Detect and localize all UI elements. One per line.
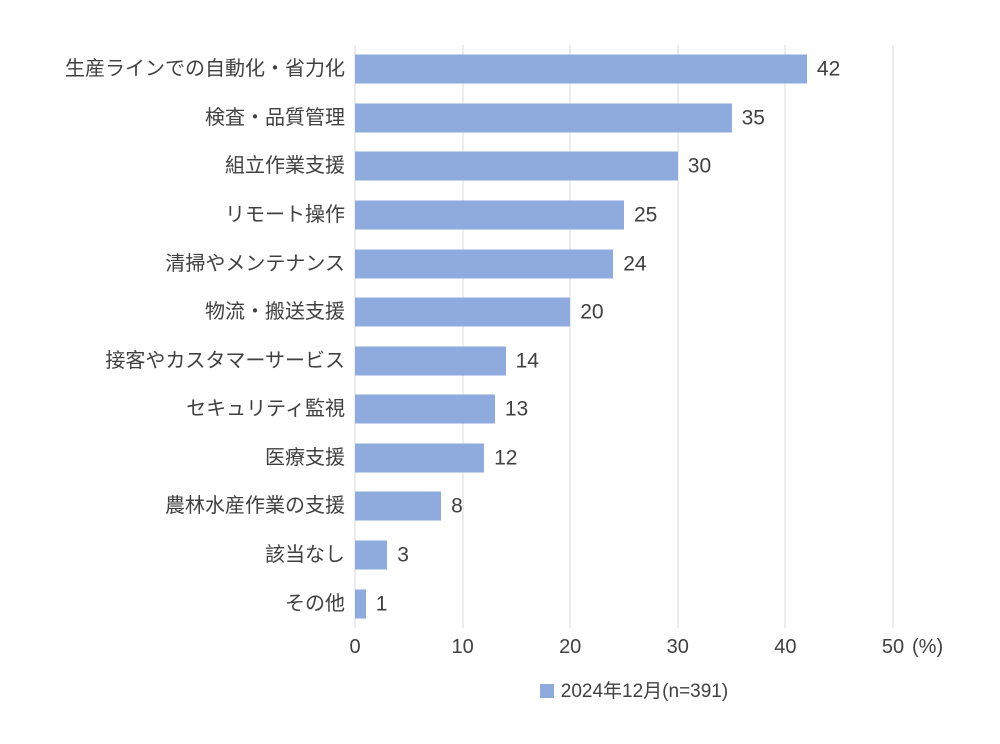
bar bbox=[355, 200, 624, 230]
bar-track: 25 bbox=[355, 191, 893, 240]
gridline bbox=[462, 45, 464, 628]
bar bbox=[355, 346, 506, 376]
value-label: 42 bbox=[816, 57, 841, 81]
x-tick-label: 30 bbox=[666, 636, 689, 658]
chart-row: その他 1 bbox=[0, 579, 893, 628]
value-label: 8 bbox=[451, 494, 463, 518]
category-label: セキュリティ監視 bbox=[186, 398, 345, 421]
category-label: 農林水産作業の支援 bbox=[165, 495, 345, 518]
bar-track: 14 bbox=[355, 336, 893, 385]
x-axis-unit-label: (%) bbox=[912, 636, 944, 658]
bar bbox=[355, 103, 732, 133]
bar bbox=[355, 443, 485, 473]
bar bbox=[355, 394, 495, 424]
value-label: 14 bbox=[515, 349, 539, 373]
chart-row: 清掃やメンテナンス 24 bbox=[0, 239, 893, 288]
bar bbox=[355, 151, 678, 181]
x-axis: 0 10 20 30 40 50 bbox=[349, 636, 904, 661]
chart-row: 接客やカスタマーサービス 14 bbox=[0, 336, 893, 385]
bar bbox=[355, 249, 614, 279]
value-label: 25 bbox=[634, 203, 658, 227]
bar-track: 8 bbox=[355, 482, 893, 531]
bar bbox=[355, 491, 442, 521]
category-label: 該当なし bbox=[265, 544, 345, 567]
legend: 2024年12月(n=391) bbox=[365, 679, 903, 703]
bar bbox=[355, 589, 366, 619]
gridline bbox=[892, 45, 894, 628]
chart-row: セキュリティ監視 13 bbox=[0, 385, 893, 434]
x-tick-label: 40 bbox=[774, 636, 797, 658]
bar-rows: 生産ラインでの自動化・省力化 42 検査・品質管理 35 組立作業支援 30 リモート操作 2… bbox=[0, 45, 893, 628]
chart-row: 医療支援 12 bbox=[0, 434, 893, 483]
legend-swatch-icon bbox=[539, 684, 554, 698]
bar bbox=[355, 54, 807, 84]
x-tick-label: 0 bbox=[349, 636, 361, 658]
category-label: リモート操作 bbox=[225, 204, 345, 227]
bar-track: 42 bbox=[355, 45, 893, 94]
bar-track: 12 bbox=[355, 434, 893, 483]
value-label: 30 bbox=[687, 154, 712, 178]
chart-row: 生産ラインでの自動化・省力化 42 bbox=[0, 45, 893, 94]
gridline bbox=[354, 45, 356, 628]
value-label: 13 bbox=[504, 397, 529, 421]
chart-row: 該当なし 3 bbox=[0, 531, 893, 580]
chart-row: 検査・品質管理 35 bbox=[0, 94, 893, 143]
category-label: 検査・品質管理 bbox=[205, 106, 345, 129]
value-label: 24 bbox=[623, 252, 647, 276]
chart-row: 農林水産作業の支援 8 bbox=[0, 482, 893, 531]
category-label: 清掃やメンテナンス bbox=[165, 252, 345, 275]
category-label: その他 bbox=[285, 592, 345, 615]
category-label: 組立作業支援 bbox=[225, 155, 345, 178]
gridline bbox=[569, 45, 571, 628]
plot-area bbox=[354, 45, 894, 628]
category-label: 接客やカスタマーサービス bbox=[105, 349, 345, 372]
value-label: 12 bbox=[494, 446, 518, 470]
bar bbox=[355, 297, 571, 327]
gridline bbox=[677, 45, 679, 628]
legend-label: 2024年12月(n=391) bbox=[560, 680, 729, 702]
bar-track: 3 bbox=[355, 531, 893, 580]
value-label: 1 bbox=[375, 592, 388, 616]
bar-track: 1 bbox=[355, 579, 893, 628]
value-label: 20 bbox=[580, 300, 604, 324]
value-label: 35 bbox=[741, 106, 765, 130]
bar-track: 35 bbox=[355, 94, 893, 143]
bar-track: 30 bbox=[355, 142, 893, 191]
x-tick-label: 20 bbox=[559, 636, 582, 658]
value-label: 3 bbox=[397, 543, 409, 567]
category-label: 物流・搬送支援 bbox=[205, 301, 345, 324]
chart-row: リモート操作 25 bbox=[0, 191, 893, 240]
bar bbox=[355, 540, 388, 570]
category-label: 生産ラインでの自動化・省力化 bbox=[65, 58, 345, 81]
bar-track: 24 bbox=[355, 239, 893, 288]
chart-row: 組立作業支援 30 bbox=[0, 142, 893, 191]
bar-track: 13 bbox=[355, 385, 893, 434]
chart-row: 物流・搬送支援 20 bbox=[0, 288, 893, 337]
gridline bbox=[784, 45, 786, 628]
bar-track: 20 bbox=[355, 288, 893, 337]
x-tick-label: 50 bbox=[881, 636, 905, 658]
category-label: 医療支援 bbox=[265, 446, 345, 469]
x-tick-label: 10 bbox=[451, 636, 474, 658]
